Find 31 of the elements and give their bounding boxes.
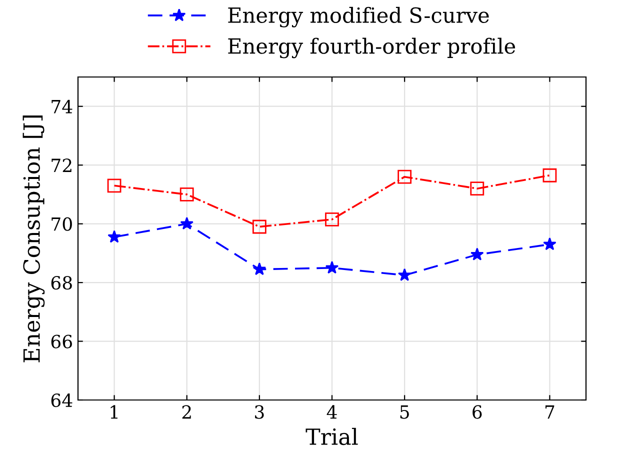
x-tick-label: 6 [472, 405, 482, 419]
y-tick-label: 72 [52, 158, 72, 172]
point [325, 212, 339, 226]
x-axis-title: Trial [306, 428, 358, 446]
y-axis-title: Energy Consuption [J] [22, 116, 45, 362]
point [180, 188, 194, 202]
y-tick-label: 64 [51, 393, 72, 408]
point [398, 170, 412, 184]
point [107, 178, 122, 193]
point [325, 260, 339, 274]
x-tick-label: 4 [326, 405, 337, 419]
point [543, 237, 556, 250]
point [470, 182, 484, 196]
point [252, 220, 266, 234]
x-tick-label: 2 [182, 405, 191, 419]
x-tick-label: 3 [255, 405, 264, 419]
y-tick-label: 74 [52, 100, 72, 114]
point [398, 268, 412, 281]
legend-label: Energy modified S-curve [228, 6, 489, 28]
point [180, 216, 194, 230]
legend-label: Energy fourth-order profile [228, 38, 516, 58]
y-tick-label: 68 [51, 276, 72, 290]
x-tick-label: 1 [110, 405, 118, 419]
point [470, 248, 484, 260]
x-tick-label: 5 [400, 405, 409, 419]
point [108, 230, 121, 243]
y-tick-label: 70 [52, 217, 72, 231]
x-tick-label: 7 [545, 405, 554, 419]
point [542, 168, 557, 182]
point [252, 262, 266, 276]
y-tick-label: 66 [51, 334, 72, 348]
